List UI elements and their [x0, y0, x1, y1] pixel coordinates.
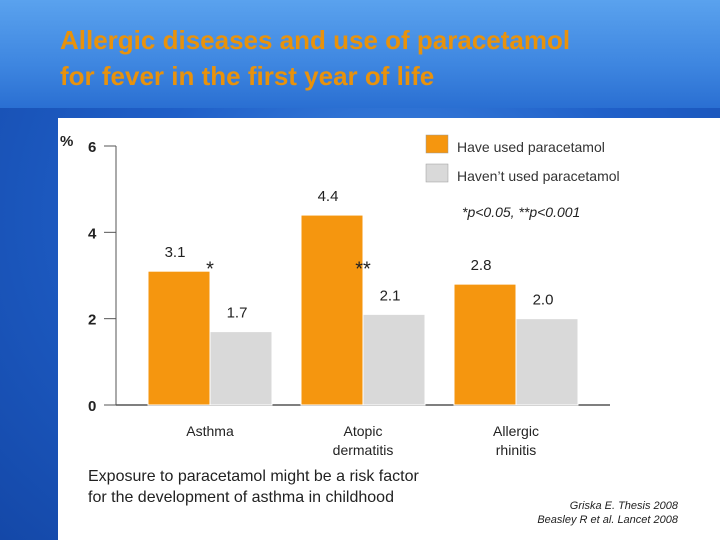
y-tick-label: 2 — [88, 312, 96, 329]
y-tick-label: 4 — [88, 225, 97, 242]
title-line-1: Allergic diseases and use of paracetamol — [60, 25, 571, 55]
bar-not-used — [362, 313, 426, 406]
header-band — [0, 0, 720, 108]
significance-marker: * — [206, 258, 214, 280]
bar-not-used — [515, 318, 579, 406]
legend-label-not-used: Haven’t used paracetamol — [457, 168, 620, 184]
citation-line-2: Beasley R et al. Lancet 2008 — [537, 514, 679, 526]
significance-note: *p<0.05, **p<0.001 — [462, 204, 580, 220]
category-label: rhinitis — [496, 442, 536, 458]
category-label: Atopic — [344, 423, 383, 439]
legend: Have used paracetamol Haven’t used parac… — [425, 134, 620, 184]
bar-used — [453, 283, 517, 406]
bar-used — [300, 214, 364, 406]
title-line-2: for fever in the first year of life — [60, 61, 435, 91]
bars-group — [147, 214, 579, 406]
significance-markers-group: * ** — [206, 258, 371, 280]
bar-value-label: 4.4 — [318, 188, 339, 205]
significance-marker: ** — [355, 258, 371, 280]
category-labels-group: Asthma Atopic dermatitis Allergic rhinitis — [186, 423, 539, 458]
legend-label-used: Have used paracetamol — [457, 139, 605, 155]
y-tick-label: 0 — [88, 398, 96, 415]
citation-line-1: Griska E. Thesis 2008 — [570, 500, 679, 512]
bar-value-label: 1.7 — [227, 305, 248, 322]
bar-value-label: 3.1 — [165, 244, 186, 261]
legend-swatch-not-used — [425, 163, 449, 183]
bar-value-label: 2.8 — [471, 257, 492, 274]
value-labels-group: 3.1 1.7 4.4 2.1 2.8 2.0 — [165, 188, 554, 322]
category-label: Asthma — [186, 423, 234, 439]
y-axis-ticks: 0 2 4 6 — [88, 139, 116, 415]
bar-value-label: 2.0 — [533, 292, 554, 309]
y-axis-unit: % — [60, 133, 73, 150]
conclusion-line-2: for the development of asthma in childho… — [88, 489, 394, 506]
bar-not-used — [209, 331, 273, 406]
bar-used — [147, 270, 211, 406]
bar-value-label: 2.1 — [380, 287, 401, 304]
conclusion-line-1: Exposure to paracetamol might be a risk … — [88, 468, 419, 485]
slide-title: Allergic diseases and use of paracetamol… — [60, 22, 700, 94]
y-tick-label: 6 — [88, 139, 96, 156]
category-label: dermatitis — [333, 442, 394, 458]
legend-swatch-used — [425, 134, 449, 154]
category-label: Allergic — [493, 423, 539, 439]
